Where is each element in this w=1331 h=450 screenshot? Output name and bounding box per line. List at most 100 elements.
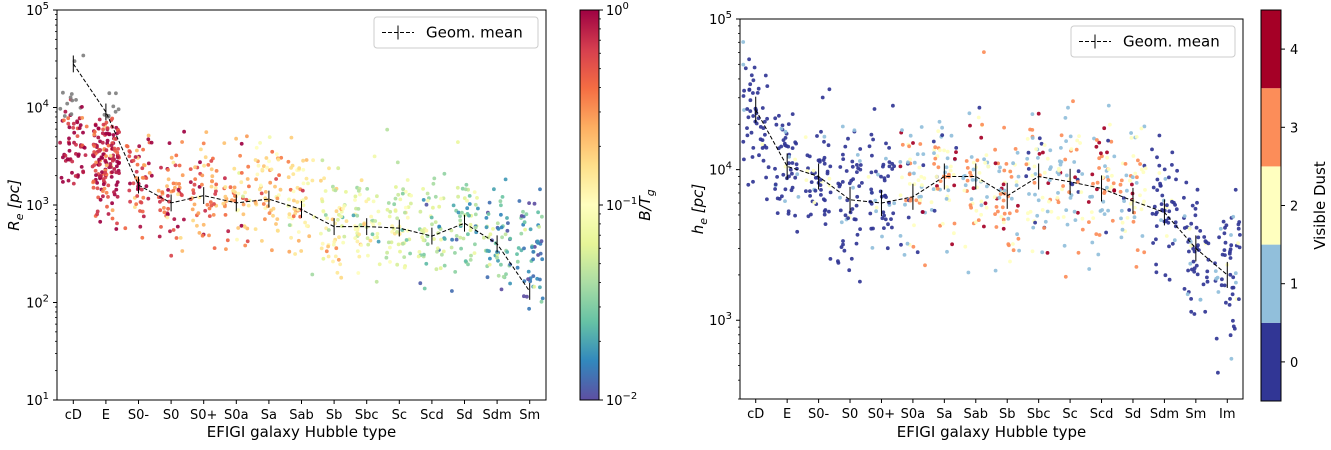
scatter-point <box>1202 235 1207 239</box>
scatter-point <box>986 164 991 169</box>
scatter-point <box>1002 211 1007 216</box>
scatter-point <box>1237 297 1241 301</box>
scatter-point <box>741 94 746 98</box>
scatter-point <box>331 259 335 264</box>
scatter-point <box>289 135 294 140</box>
scatter-point <box>882 178 887 183</box>
scatter-point <box>914 198 919 203</box>
scatter-point <box>254 145 259 150</box>
scatter-point <box>334 246 339 251</box>
scatter-point <box>1046 181 1051 186</box>
scatter-point <box>1013 147 1018 151</box>
scatter-point <box>1130 175 1135 180</box>
scatter-point <box>214 189 218 194</box>
scatter-point <box>1131 154 1136 158</box>
scatter-point <box>371 222 376 227</box>
scatter-point <box>68 95 73 100</box>
scatter-point <box>319 178 323 183</box>
scatter-point <box>165 215 170 220</box>
scatter-point <box>80 116 85 120</box>
scatter-point <box>1221 219 1226 224</box>
scatter-point <box>827 209 831 214</box>
scatter-point <box>97 174 102 179</box>
scatter-point <box>197 231 202 235</box>
scatter-point <box>104 131 108 136</box>
scatter-point <box>311 158 315 163</box>
scatter-point <box>1109 139 1114 144</box>
scatter-point <box>844 169 849 173</box>
scatter-point <box>843 213 848 218</box>
scatter-point <box>421 198 426 202</box>
colorbar-label: B/Tg <box>636 189 657 221</box>
scatter-point <box>908 133 913 138</box>
scatter-point <box>795 172 800 177</box>
scatter-point <box>902 253 907 257</box>
scatter-point <box>1143 166 1148 171</box>
scatter-point <box>819 129 823 134</box>
scatter-point <box>505 250 510 254</box>
scatter-point <box>526 269 531 274</box>
scatter-point <box>945 156 950 161</box>
scatter-point <box>337 235 341 240</box>
scatter-point <box>964 159 969 163</box>
scatter-point <box>465 198 469 203</box>
scatter-point <box>1078 141 1082 145</box>
scatter-point <box>922 176 927 181</box>
scatter-point <box>1097 140 1102 145</box>
scatter-point <box>1182 287 1187 291</box>
scatter-point <box>81 169 85 174</box>
scatter-point <box>1131 219 1136 224</box>
scatter-point <box>273 184 277 189</box>
scatter-point <box>325 216 330 221</box>
scatter-point <box>431 205 435 210</box>
scatter-point <box>127 188 132 193</box>
scatter-point <box>115 150 120 155</box>
x-axis-label: EFIGI galaxy Hubble type <box>897 423 1086 441</box>
scatter-point <box>760 106 765 110</box>
scatter-point <box>822 212 827 217</box>
scatter-point <box>907 182 912 186</box>
scatter-point <box>945 185 949 189</box>
plot-area <box>740 19 1243 399</box>
y-axis-label-sub: e <box>13 213 26 220</box>
scatter-point <box>1034 147 1038 152</box>
scatter-point <box>133 155 138 159</box>
scatter-point <box>473 212 478 217</box>
scatter-point <box>790 171 794 176</box>
scatter-point <box>104 120 109 125</box>
scatter-point <box>1065 222 1070 227</box>
scatter-point <box>1073 218 1078 223</box>
scatter-point <box>870 190 874 195</box>
scatter-point <box>221 201 226 206</box>
scatter-point <box>114 170 118 175</box>
scatter-point <box>67 148 72 153</box>
scatter-point <box>1028 209 1033 214</box>
x-tick-label: Sb <box>326 408 343 423</box>
scatter-point <box>195 223 199 228</box>
scatter-point <box>95 181 99 185</box>
scatter-point <box>1201 282 1206 287</box>
scatter-point <box>976 115 981 120</box>
scatter-point <box>848 210 853 215</box>
scatter-point <box>1061 215 1066 219</box>
legend-label: Geom. mean <box>1123 33 1220 51</box>
scatter-point <box>852 128 857 133</box>
scatter-point <box>793 157 797 162</box>
scatter-point <box>243 190 248 195</box>
x-tick-label: S0+ <box>868 407 895 422</box>
scatter-point <box>344 190 348 194</box>
scatter-point <box>113 109 118 114</box>
scatter-point <box>1033 192 1037 197</box>
scatter-point <box>105 138 110 143</box>
scatter-point <box>997 195 1002 200</box>
scatter-point <box>160 190 165 195</box>
scatter-point <box>331 184 335 189</box>
scatter-point <box>874 209 878 214</box>
scatter-point <box>146 161 151 166</box>
scatter-point <box>1110 173 1114 178</box>
scatter-point <box>275 217 280 222</box>
scatter-point <box>1120 220 1125 225</box>
scatter-point <box>456 140 460 145</box>
scatter-point <box>286 159 291 164</box>
scatter-point <box>112 167 117 171</box>
